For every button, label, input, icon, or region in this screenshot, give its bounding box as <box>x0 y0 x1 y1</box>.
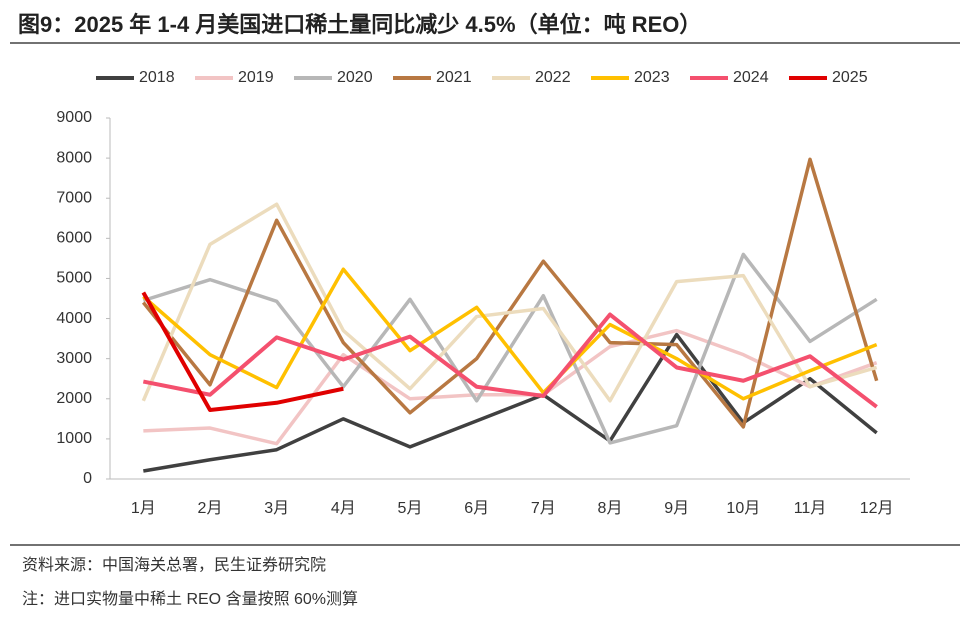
legend-label: 2018 <box>139 69 175 86</box>
legend-label: 2019 <box>238 69 274 86</box>
line-series <box>143 332 878 473</box>
x-tick-label: 7月 <box>531 500 556 517</box>
x-tick-label: 3月 <box>264 500 289 517</box>
line-series <box>143 328 878 446</box>
y-tick-label: 7000 <box>56 189 92 206</box>
chart-title: 图9：2025 年 1-4 月美国进口稀土量同比减少 4.5%（单位：吨 REO… <box>18 12 701 37</box>
legend-label: 2021 <box>436 69 472 86</box>
y-tick-label: 4000 <box>56 310 92 327</box>
x-tick-label: 4月 <box>331 500 356 517</box>
line-series <box>142 312 878 409</box>
x-tick-label: 5月 <box>398 500 423 517</box>
legend-label: 2020 <box>337 69 373 86</box>
legend-label: 2023 <box>634 69 670 86</box>
y-tick-label: 6000 <box>56 230 92 247</box>
line-series <box>141 202 878 403</box>
x-tick-label: 12月 <box>860 500 894 517</box>
source-note: 资料来源：中国海关总署，民生证券研究院 <box>22 556 326 574</box>
y-tick-label: 1000 <box>56 430 92 447</box>
footnote: 注：进口实物量中稀土 REO 含量按照 60%测算 <box>22 589 358 608</box>
x-tick-label: 9月 <box>664 500 689 517</box>
line-series <box>141 291 344 413</box>
y-tick-label: 2000 <box>56 390 92 407</box>
x-tick-label: 11月 <box>794 500 827 517</box>
legend-label: 2022 <box>535 69 571 86</box>
line-series <box>142 267 878 401</box>
x-tick-label: 8月 <box>598 500 623 517</box>
y-tick-label: 3000 <box>56 350 92 367</box>
y-tick-label: 9000 <box>56 109 92 126</box>
y-tick-label: 5000 <box>56 270 92 287</box>
x-tick-label: 6月 <box>464 500 489 517</box>
y-tick-label: 0 <box>83 470 92 487</box>
x-tick-label: 1月 <box>131 500 156 517</box>
line-series <box>141 157 879 429</box>
x-tick-label: 2月 <box>198 500 223 517</box>
x-tick-label: 10月 <box>726 500 760 517</box>
legend-label: 2025 <box>832 69 868 86</box>
legend-label: 2024 <box>733 69 769 86</box>
y-tick-label: 8000 <box>56 149 92 166</box>
